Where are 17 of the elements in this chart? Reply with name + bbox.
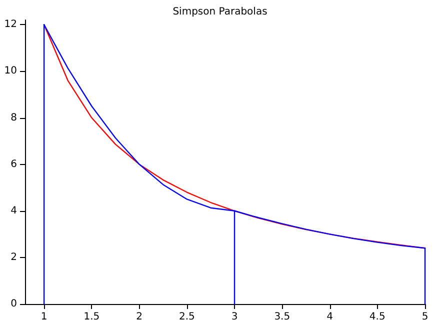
x-tick-label: 1.5 <box>84 312 100 322</box>
x-tick-label: 4.5 <box>369 312 386 322</box>
x-tick-label: 3 <box>231 312 238 322</box>
y-tick-label: 2 <box>10 252 17 263</box>
y-tick-label: 0 <box>10 298 17 310</box>
x-tick-label: 2 <box>136 312 142 322</box>
x-tick-label: 4 <box>326 312 333 322</box>
chart-title: Simpson Parabolas <box>172 6 268 18</box>
x-tick-label: 5 <box>422 312 428 322</box>
y-tick-label: 4 <box>10 205 17 216</box>
y-tick-label: 6 <box>10 158 17 170</box>
x-tick-label: 1 <box>40 312 48 322</box>
x-tick-label: 3.5 <box>274 312 290 322</box>
y-tick-label: 8 <box>10 112 17 124</box>
y-tick-label: 12 <box>4 19 17 30</box>
x-tick-label: 2.5 <box>178 312 195 322</box>
y-tick-label: 10 <box>4 66 17 77</box>
